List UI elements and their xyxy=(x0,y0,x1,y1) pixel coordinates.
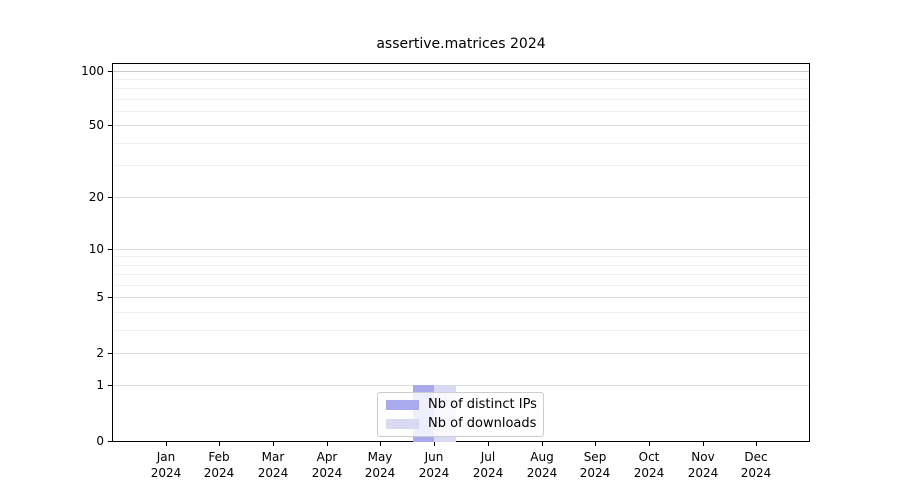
y-tick-label: 0 xyxy=(96,434,104,448)
y-tick xyxy=(108,385,112,386)
x-tick xyxy=(542,442,543,446)
plot-area xyxy=(112,63,810,442)
legend-entry-distinct-ips: Nb of distinct IPs xyxy=(386,397,537,413)
x-tick-label: Dec 2024 xyxy=(740,450,772,480)
x-tick xyxy=(434,442,435,446)
x-tick-label: Sep 2024 xyxy=(579,450,611,480)
minor-gridline xyxy=(113,143,809,144)
major-gridline xyxy=(113,297,809,298)
x-tick xyxy=(703,442,704,446)
x-tick xyxy=(756,442,757,446)
minor-gridline xyxy=(113,99,809,100)
y-tick-label: 50 xyxy=(88,118,104,132)
minor-gridline xyxy=(113,79,809,80)
x-tick xyxy=(327,442,328,446)
x-tick-label: Jul 2024 xyxy=(472,450,504,480)
major-gridline xyxy=(113,249,809,250)
x-tick-label: Nov 2024 xyxy=(687,450,719,480)
y-tick xyxy=(108,125,112,126)
major-gridline xyxy=(113,125,809,126)
y-tick xyxy=(108,249,112,250)
x-tick xyxy=(380,442,381,446)
x-tick xyxy=(595,442,596,446)
y-tick-label: 20 xyxy=(88,190,104,204)
chart-legend: Nb of distinct IPs Nb of downloads xyxy=(377,392,544,437)
x-tick xyxy=(488,442,489,446)
y-tick-label: 5 xyxy=(96,290,104,304)
y-tick xyxy=(108,353,112,354)
legend-swatch-downloads-icon xyxy=(386,419,419,429)
y-tick xyxy=(108,71,112,72)
x-tick-label: Aug 2024 xyxy=(526,450,558,480)
major-gridline xyxy=(113,353,809,354)
minor-gridline xyxy=(113,165,809,166)
minor-gridline xyxy=(113,88,809,89)
legend-label-downloads: Nb of downloads xyxy=(428,416,537,431)
major-gridline xyxy=(113,71,809,72)
x-tick-label: Oct 2024 xyxy=(633,450,665,480)
y-tick-label: 10 xyxy=(88,242,104,256)
x-tick-label: Apr 2024 xyxy=(311,450,343,480)
legend-swatch-distinct-ips-icon xyxy=(386,400,419,410)
x-tick-label: Jun 2024 xyxy=(418,450,450,480)
minor-gridline xyxy=(113,312,809,313)
x-tick xyxy=(166,442,167,446)
legend-label-distinct-ips: Nb of distinct IPs xyxy=(428,397,537,412)
minor-gridline xyxy=(113,265,809,266)
chart-title: assertive.matrices 2024 xyxy=(376,36,546,52)
y-tick-label: 1 xyxy=(96,378,104,392)
y-tick-label: 2 xyxy=(96,346,104,360)
y-tick xyxy=(108,197,112,198)
minor-gridline xyxy=(113,285,809,286)
major-gridline xyxy=(113,385,809,386)
minor-gridline xyxy=(113,274,809,275)
y-tick xyxy=(108,297,112,298)
x-tick xyxy=(273,442,274,446)
y-tick xyxy=(108,441,112,442)
x-tick xyxy=(649,442,650,446)
x-tick-label: Mar 2024 xyxy=(257,450,289,480)
minor-gridline xyxy=(113,256,809,257)
x-tick-label: Feb 2024 xyxy=(203,450,235,480)
x-tick xyxy=(219,442,220,446)
x-tick-label: May 2024 xyxy=(364,450,396,480)
minor-gridline xyxy=(113,330,809,331)
x-tick-label: Jan 2024 xyxy=(150,450,182,480)
y-tick-label: 100 xyxy=(81,64,104,78)
minor-gridline xyxy=(113,111,809,112)
legend-entry-downloads: Nb of downloads xyxy=(386,416,537,432)
major-gridline xyxy=(113,197,809,198)
